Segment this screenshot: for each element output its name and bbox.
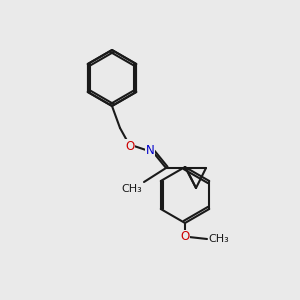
Text: O: O (125, 140, 135, 152)
Text: CH₃: CH₃ (121, 184, 142, 194)
Text: O: O (180, 230, 190, 244)
Text: CH₃: CH₃ (208, 234, 229, 244)
Text: N: N (146, 143, 154, 157)
